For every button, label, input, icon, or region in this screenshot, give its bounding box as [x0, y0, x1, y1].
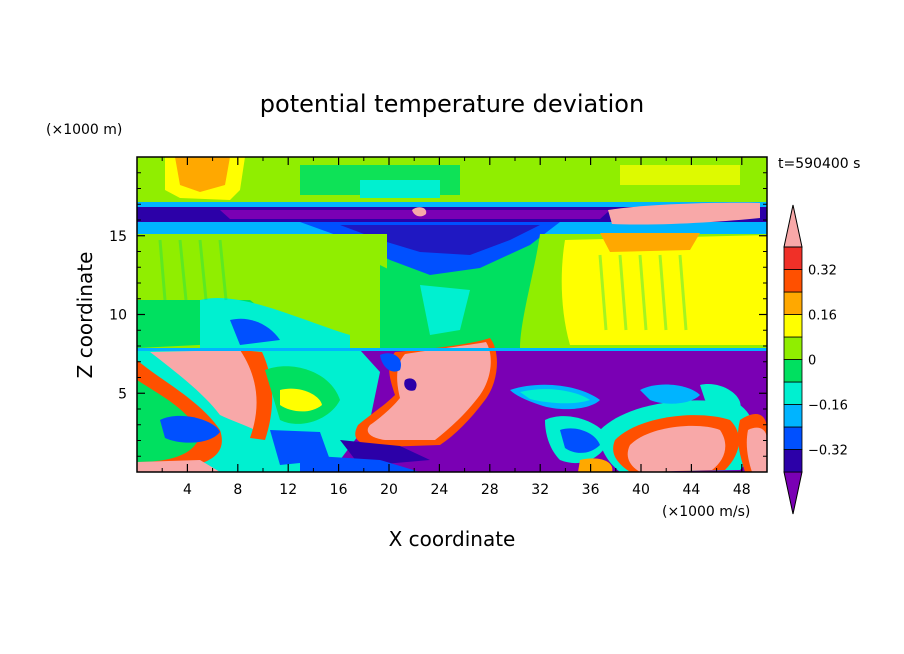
- x-tick-label: 40: [632, 482, 650, 498]
- colorbar-swatch: [783, 359, 803, 383]
- x-tick-label: 20: [380, 482, 398, 498]
- y-tick-label: 10: [109, 308, 127, 324]
- x-axis: 4 8 12 16 20 24 28 32 36 40 44 48: [161, 157, 751, 498]
- y-axis: 5 10 15: [109, 172, 767, 457]
- colorbar-swatch: [783, 246, 803, 270]
- colorbar-extend-low: [783, 471, 803, 515]
- chart-title: potential temperature deviation: [260, 90, 644, 118]
- colorbar-swatch: [783, 291, 803, 315]
- x-tick-label: 32: [531, 482, 549, 498]
- y-unit-label: (×1000 m): [46, 122, 122, 138]
- colorbar-swatch: [783, 269, 803, 293]
- colorbar-swatch: [783, 426, 803, 450]
- x-axis-title: X coordinate: [389, 527, 516, 551]
- colorbar: 0.32 0.16 0 −0.16 −0.32: [783, 204, 848, 515]
- colorbar-extend-high: [783, 204, 803, 248]
- y-tick-label: 15: [109, 229, 127, 245]
- x-unit-label: (×1000 m/s): [662, 504, 750, 520]
- colorbar-swatch: [783, 381, 803, 405]
- colorbar-label: 0: [808, 354, 816, 369]
- x-tick-label: 28: [481, 482, 499, 498]
- colorbar-swatch: [783, 449, 803, 473]
- colorbar-label: 0.16: [808, 309, 837, 324]
- x-tick-label: 24: [430, 482, 448, 498]
- colorbar-label: −0.32: [808, 444, 848, 459]
- x-tick-label: 16: [330, 482, 348, 498]
- colorbar-label: −0.16: [808, 399, 848, 414]
- y-tick-label: 5: [118, 386, 127, 402]
- plot-field: [137, 157, 767, 472]
- x-tick-label: 48: [733, 482, 751, 498]
- colorbar-swatch: [783, 336, 803, 360]
- x-tick-label: 12: [279, 482, 297, 498]
- x-tick-label: 36: [582, 482, 600, 498]
- colorbar-swatch: [783, 314, 803, 338]
- x-tick-label: 8: [233, 482, 242, 498]
- x-tick-label: 44: [682, 482, 700, 498]
- colorbar-swatch: [783, 404, 803, 428]
- time-label: t=590400 s: [778, 156, 860, 172]
- x-tick-label: 4: [183, 482, 192, 498]
- colorbar-label: 0.32: [808, 264, 837, 279]
- y-axis-title: Z coordinate: [73, 252, 97, 379]
